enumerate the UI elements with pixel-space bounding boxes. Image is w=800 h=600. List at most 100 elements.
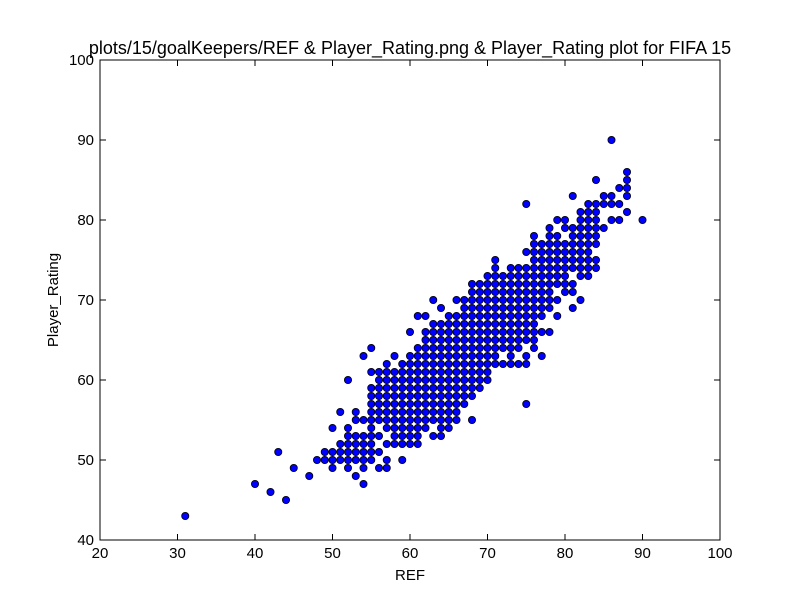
data-point [359,415,368,424]
data-point [289,463,298,472]
data-point [452,335,461,344]
data-point [599,191,608,200]
data-point [475,383,484,392]
data-point [553,271,562,280]
data-point [483,279,492,288]
data-point [452,407,461,416]
y-tick-label: 80 [77,212,94,229]
data-point [576,295,585,304]
data-point [413,407,422,416]
data-point [491,311,500,320]
data-point [592,175,601,184]
data-point [452,399,461,408]
data-point [561,223,570,232]
data-point [592,215,601,224]
data-point [436,367,445,376]
data-point [514,311,523,320]
data-point [343,423,352,432]
data-point [405,431,414,440]
data-point [537,295,546,304]
data-point [553,279,562,288]
data-point [506,263,515,272]
data-point [467,279,476,288]
data-point [367,447,376,456]
data-point [444,359,453,368]
data-point [537,247,546,256]
data-point [436,335,445,344]
data-point [390,391,399,400]
data-point [413,343,422,352]
data-point [537,239,546,248]
data-point [398,383,407,392]
data-point [483,287,492,296]
data-point [444,327,453,336]
y-axis-label: Player_Rating [45,253,62,347]
data-point [328,447,337,456]
data-point [336,407,345,416]
data-point [491,343,500,352]
data-point [537,255,546,264]
data-point [561,255,570,264]
data-point [436,375,445,384]
data-point [413,383,422,392]
data-point [274,447,283,456]
data-point [491,287,500,296]
data-point [491,359,500,368]
data-point [382,383,391,392]
data-point [436,359,445,368]
data-point [475,335,484,344]
data-point [390,431,399,440]
x-tick-label: 30 [169,545,186,562]
data-point [436,303,445,312]
data-point [506,295,515,304]
data-point [405,383,414,392]
data-point [351,455,360,464]
data-point [382,463,391,472]
data-point [452,391,461,400]
data-point [336,439,345,448]
data-point [343,439,352,448]
data-point [537,303,546,312]
data-point [452,295,461,304]
data-point [398,407,407,416]
data-point [413,311,422,320]
data-point [491,303,500,312]
data-point [530,343,539,352]
data-point [498,295,507,304]
data-point [367,343,376,352]
data-point [398,439,407,448]
data-point [483,311,492,320]
data-point [413,351,422,360]
data-point [498,287,507,296]
data-point [467,415,476,424]
data-point [506,327,515,336]
data-point [530,311,539,320]
y-tick-label: 50 [77,452,94,469]
data-point [250,479,259,488]
data-point [328,463,337,472]
data-point [530,295,539,304]
data-point [576,263,585,272]
data-point [367,415,376,424]
data-point [421,407,430,416]
data-point [351,415,360,424]
data-point [436,391,445,400]
data-point [576,255,585,264]
data-point [359,447,368,456]
x-tick-label: 70 [479,545,496,562]
data-point [483,295,492,304]
data-point [514,335,523,344]
data-point [592,223,601,232]
data-point [483,271,492,280]
data-point [553,215,562,224]
data-point [506,319,515,328]
data-point [530,263,539,272]
data-point [436,431,445,440]
data-point [351,439,360,448]
data-point [390,439,399,448]
data-point [374,399,383,408]
data-point [592,239,601,248]
data-point [537,287,546,296]
data-point [429,343,438,352]
data-point [545,327,554,336]
